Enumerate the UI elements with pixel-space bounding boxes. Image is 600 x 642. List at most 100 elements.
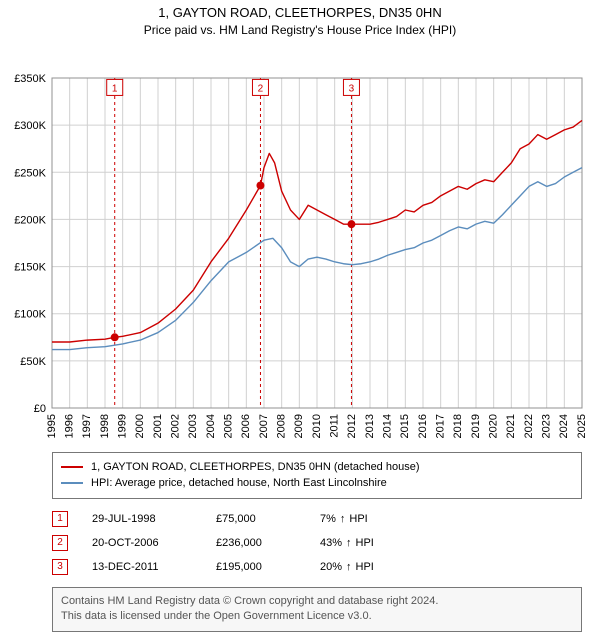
annotation-pct: 20%↑HPI: [320, 561, 420, 573]
annotation-row: 313-DEC-2011£195,00020%↑HPI: [52, 555, 582, 579]
x-tick: 2005: [223, 414, 235, 438]
annotations-table: 129-JUL-1998£75,0007%↑HPI220-OCT-2006£23…: [52, 507, 582, 579]
x-tick: 2002: [170, 414, 182, 438]
svg-text:2022: 2022: [523, 414, 535, 438]
chart-svg: £0£50K£100K£150K£200K£250K£300K£350K1995…: [0, 38, 600, 446]
svg-text:2023: 2023: [541, 414, 553, 438]
annotation-pct: 43%↑HPI: [320, 537, 420, 549]
x-tick: 2011: [329, 414, 341, 438]
footer-line: Contains HM Land Registry data © Crown c…: [61, 594, 573, 609]
y-tick-label: £350K: [14, 73, 46, 85]
arrow-up-icon: ↑: [346, 537, 352, 549]
svg-text:1998: 1998: [99, 414, 111, 438]
svg-text:2006: 2006: [240, 414, 252, 438]
svg-text:2005: 2005: [223, 414, 235, 438]
svg-text:2025: 2025: [576, 414, 588, 438]
footer-line: This data is licensed under the Open Gov…: [61, 609, 573, 624]
annotation-price: £195,000: [216, 561, 296, 573]
chart-titles: 1, GAYTON ROAD, CLEETHORPES, DN35 0HN Pr…: [0, 0, 600, 38]
x-tick: 2004: [205, 414, 217, 438]
x-tick: 2013: [364, 414, 376, 438]
x-tick: 1998: [99, 414, 111, 438]
svg-text:2014: 2014: [382, 414, 394, 438]
annotation-price: £75,000: [216, 513, 296, 525]
svg-text:2016: 2016: [417, 414, 429, 438]
x-tick: 2017: [435, 414, 447, 438]
y-tick-label: £200K: [14, 214, 46, 226]
svg-text:1995: 1995: [46, 414, 58, 438]
x-tick: 2023: [541, 414, 553, 438]
x-tick: 2001: [152, 414, 164, 438]
x-tick: 2003: [187, 414, 199, 438]
x-tick: 2021: [505, 414, 517, 438]
x-tick: 2025: [576, 414, 588, 438]
svg-text:2020: 2020: [488, 414, 500, 438]
svg-text:2007: 2007: [258, 414, 270, 438]
x-tick: 2010: [311, 414, 323, 438]
annotation-price: £236,000: [216, 537, 296, 549]
x-tick: 2012: [346, 414, 358, 438]
svg-text:2003: 2003: [187, 414, 199, 438]
y-tick-label: £150K: [14, 261, 46, 273]
annotation-date: 13-DEC-2011: [92, 561, 192, 573]
chart-title: 1, GAYTON ROAD, CLEETHORPES, DN35 0HN: [0, 4, 600, 22]
chart-container: 1, GAYTON ROAD, CLEETHORPES, DN35 0HN Pr…: [0, 0, 600, 632]
svg-text:2004: 2004: [205, 414, 217, 438]
marker-dot: [111, 333, 119, 341]
marker-badge-label: 2: [258, 83, 264, 94]
legend: 1, GAYTON ROAD, CLEETHORPES, DN35 0HN (d…: [52, 452, 582, 499]
svg-text:2015: 2015: [399, 414, 411, 438]
legend-item: HPI: Average price, detached house, Nort…: [61, 475, 573, 492]
svg-text:2008: 2008: [276, 414, 288, 438]
x-tick: 2007: [258, 414, 270, 438]
chart-subtitle: Price paid vs. HM Land Registry's House …: [0, 22, 600, 38]
annotation-badge: 2: [52, 535, 68, 551]
legend-swatch: [61, 466, 83, 468]
annotation-badge: 1: [52, 511, 68, 527]
svg-text:1996: 1996: [64, 414, 76, 438]
x-tick: 2008: [276, 414, 288, 438]
arrow-up-icon: ↑: [346, 561, 352, 573]
annotation-date: 29-JUL-1998: [92, 513, 192, 525]
x-tick: 2014: [382, 414, 394, 438]
legend-swatch: [61, 482, 83, 484]
y-tick-label: £0: [34, 403, 46, 415]
x-tick: 2024: [558, 414, 570, 438]
marker-badge-label: 3: [349, 83, 355, 94]
y-tick-label: £100K: [14, 308, 46, 320]
x-tick: 2015: [399, 414, 411, 438]
attribution-footer: Contains HM Land Registry data © Crown c…: [52, 587, 582, 632]
annotation-row: 129-JUL-1998£75,0007%↑HPI: [52, 507, 582, 531]
x-tick: 2006: [240, 414, 252, 438]
svg-text:2012: 2012: [346, 414, 358, 438]
svg-text:2013: 2013: [364, 414, 376, 438]
y-tick-label: £300K: [14, 120, 46, 132]
svg-text:1997: 1997: [81, 414, 93, 438]
marker-dot: [347, 220, 355, 228]
x-tick: 2022: [523, 414, 535, 438]
svg-text:2002: 2002: [170, 414, 182, 438]
x-tick: 2018: [452, 414, 464, 438]
legend-label: 1, GAYTON ROAD, CLEETHORPES, DN35 0HN (d…: [91, 459, 420, 476]
x-tick: 1995: [46, 414, 58, 438]
x-tick: 1997: [81, 414, 93, 438]
x-tick: 2019: [470, 414, 482, 438]
svg-text:2009: 2009: [293, 414, 305, 438]
x-tick: 1996: [64, 414, 76, 438]
svg-text:2001: 2001: [152, 414, 164, 438]
annotation-row: 2 20-OCT-2006 £236,000 43%↑HPI: [52, 531, 582, 555]
x-tick: 1999: [117, 414, 129, 438]
svg-text:2010: 2010: [311, 414, 323, 438]
annotation-date: 20-OCT-2006: [92, 537, 192, 549]
arrow-up-icon: ↑: [340, 513, 346, 525]
x-tick: 2009: [293, 414, 305, 438]
svg-text:2000: 2000: [134, 414, 146, 438]
marker-dot: [256, 181, 264, 189]
y-tick-label: £250K: [14, 167, 46, 179]
svg-text:1999: 1999: [117, 414, 129, 438]
marker-badge-label: 1: [112, 83, 118, 94]
x-tick: 2020: [488, 414, 500, 438]
svg-text:2024: 2024: [558, 414, 570, 438]
x-tick: 2000: [134, 414, 146, 438]
svg-text:2019: 2019: [470, 414, 482, 438]
